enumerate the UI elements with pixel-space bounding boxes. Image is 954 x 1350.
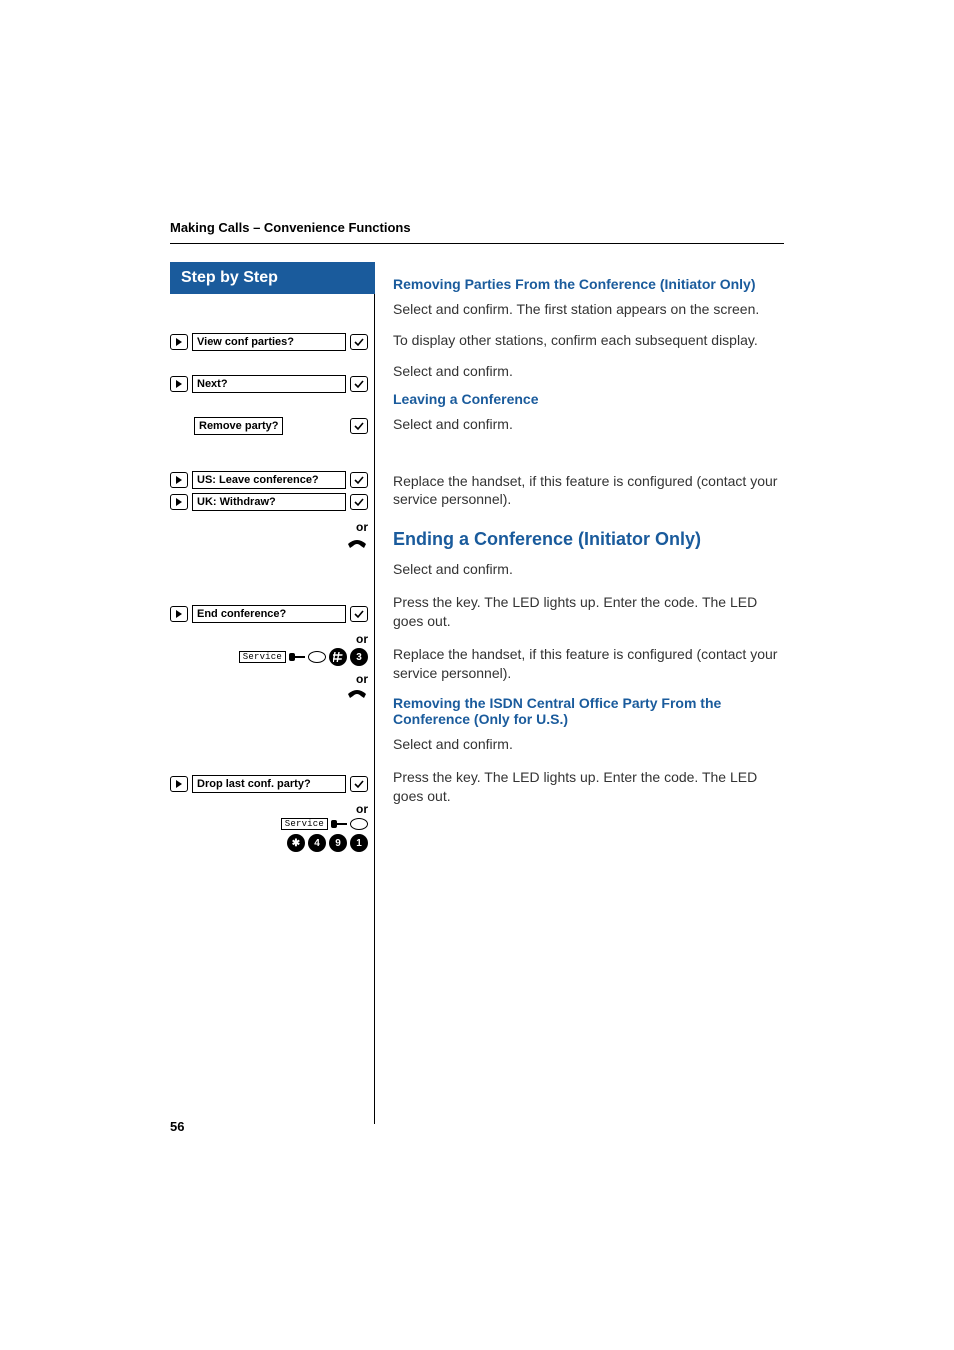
prompt-uk-withdraw: UK: Withdraw? [170, 492, 368, 512]
prompt-view-conf-parties: View conf parties? [170, 332, 368, 352]
body-text: Replace the handset, if this feature is … [393, 645, 784, 683]
scroll-icon [170, 472, 188, 488]
key-4-icon: 4 [308, 834, 326, 852]
service-key-row: Service [170, 818, 368, 830]
confirm-icon [350, 776, 368, 792]
service-key-row: Service 3 [170, 648, 368, 666]
or-label: or [170, 802, 368, 816]
subheading-leaving-conference: Leaving a Conference [393, 391, 784, 407]
service-key-label: Service [281, 818, 328, 830]
display-label: Drop last conf. party? [192, 775, 346, 793]
service-key-label: Service [239, 651, 286, 663]
confirm-icon [350, 494, 368, 510]
body-text: Press the key. The LED lights up. Enter … [393, 768, 784, 806]
prompt-us-leave: US: Leave conference? [170, 470, 368, 490]
body-text: To display other stations, confirm each … [393, 331, 784, 350]
key-3-icon: 3 [350, 648, 368, 666]
display-label: End conference? [192, 605, 346, 623]
handset-hangup-icon [170, 688, 368, 702]
section-title: Making Calls – Convenience Functions [170, 220, 784, 235]
body-text: Select and confirm. [393, 362, 784, 381]
handset-hangup-icon [170, 538, 368, 552]
confirm-icon [350, 334, 368, 350]
subheading-removing-parties: Removing Parties From the Conference (In… [393, 276, 784, 292]
section-separator [170, 243, 784, 244]
prompt-remove-party: Remove party? [170, 416, 368, 436]
display-label: Next? [192, 375, 346, 393]
heading-ending-conference: Ending a Conference (Initiator Only) [393, 529, 784, 550]
scroll-icon [170, 606, 188, 622]
prompt-end-conference: End conference? [170, 604, 368, 624]
display-label: View conf parties? [192, 333, 346, 351]
body-text: Select and confirm. The first station ap… [393, 300, 784, 319]
scroll-icon [170, 494, 188, 510]
or-label: or [170, 672, 368, 686]
confirm-icon [350, 472, 368, 488]
led-icon [289, 651, 305, 663]
body-text: Press the key. The LED lights up. Enter … [393, 593, 784, 631]
display-label: US: Leave conference? [192, 471, 346, 489]
led-icon [331, 818, 347, 830]
or-label: or [170, 632, 368, 646]
display-label: UK: Withdraw? [192, 493, 346, 511]
scroll-icon [170, 776, 188, 792]
display-label: Remove party? [194, 417, 283, 435]
body-text: Select and confirm. [393, 560, 784, 579]
page-number: 56 [170, 1119, 184, 1134]
subheading-removing-isdn: Removing the ISDN Central Office Party F… [393, 695, 784, 727]
sidebar-header: Step by Step [170, 262, 375, 294]
body-text: Replace the handset, if this feature is … [393, 472, 784, 510]
confirm-icon [350, 606, 368, 622]
key-1-icon: 1 [350, 834, 368, 852]
scroll-icon [170, 376, 188, 392]
body-text: Select and confirm. [393, 735, 784, 754]
confirm-icon [350, 418, 368, 434]
body-text: Select and confirm. [393, 415, 784, 434]
star-key-icon: ✱ [287, 834, 305, 852]
prompt-next: Next? [170, 374, 368, 394]
oval-button-icon [350, 818, 368, 830]
confirm-icon [350, 376, 368, 392]
or-label: or [170, 520, 368, 534]
hash-key-icon [329, 648, 347, 666]
oval-button-icon [308, 651, 326, 663]
code-keys-row: ✱ 4 9 1 [170, 834, 368, 852]
scroll-icon [170, 334, 188, 350]
key-9-icon: 9 [329, 834, 347, 852]
prompt-drop-last: Drop last conf. party? [170, 774, 368, 794]
